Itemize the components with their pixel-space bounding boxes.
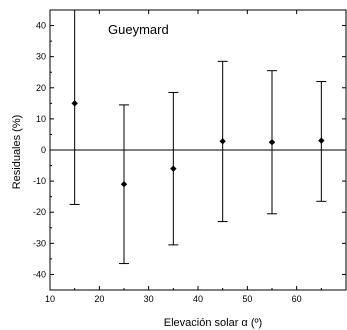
y-axis-title: Residuales (%) [11,115,23,190]
x-tick-label: 10 [45,294,55,304]
plot-area [49,9,347,291]
y-tick-label: -20 [33,207,46,217]
x-tick-label: 50 [242,294,252,304]
data-series [69,10,327,265]
data-point [219,138,226,145]
y-tick-label: 20 [36,83,46,93]
x-tick-label: 40 [193,294,203,304]
y-tick-label: 10 [36,114,46,124]
y-tick-label: 30 [36,52,46,62]
y-tick-label: -40 [33,269,46,279]
x-tick-label: 20 [94,294,104,304]
x-axis-title: Elevación solar α (º) [164,317,262,329]
data-point [318,137,325,144]
data-point [268,139,276,146]
data-point [71,100,78,107]
y-tick-label: -10 [33,176,46,186]
y-tick-label: 40 [36,21,46,31]
x-axis: 10 20 30 40 50 60 [45,10,322,304]
chart-annotation: Gueymard [108,22,169,37]
y-tick-label: -30 [33,238,46,248]
x-tick-label: 60 [292,294,302,304]
y-axis: -40 -30 -20 -10 0 10 20 30 40 [33,9,346,291]
y-tick-label: 0 [41,145,46,155]
x-tick-label: 30 [144,294,154,304]
data-point [170,165,177,172]
data-point [120,181,128,188]
